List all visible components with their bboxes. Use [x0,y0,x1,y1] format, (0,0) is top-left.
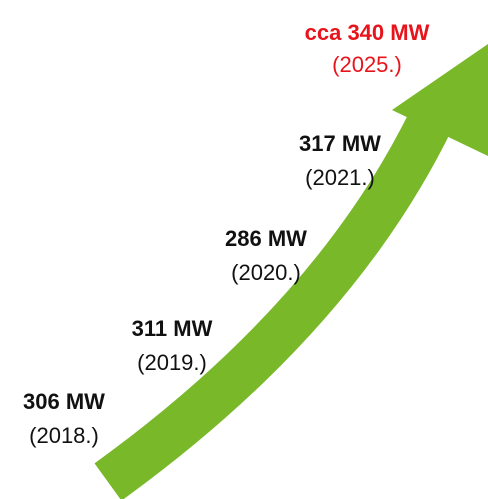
value-label: 317 MW [299,131,381,156]
labels: 306 MW (2018.) 311 MW (2019.) 286 MW (20… [23,20,430,448]
value-label: 311 MW [132,316,213,341]
growth-arrow-shaft [94,107,453,499]
year-label: (2019.) [137,350,207,375]
year-label: (2020.) [231,260,301,285]
value-label: 286 MW [225,226,307,251]
value-label: 306 MW [23,389,105,414]
growth-arrow-head [392,44,488,156]
year-label: (2018.) [29,423,99,448]
target-year-label: (2025.) [332,52,402,77]
target-value-label: cca 340 MW [305,20,430,45]
year-label: (2021.) [305,165,375,190]
